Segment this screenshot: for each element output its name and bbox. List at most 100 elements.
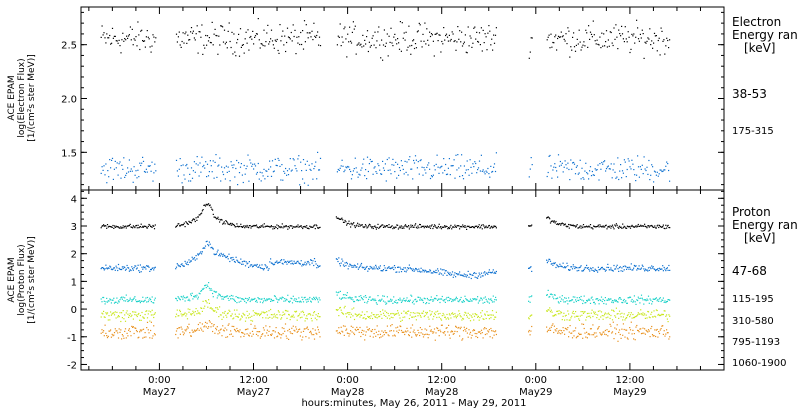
data-point <box>412 40 414 42</box>
data-point <box>146 296 149 299</box>
data-point <box>346 292 348 294</box>
data-point <box>103 267 105 270</box>
data-point <box>143 40 146 42</box>
data-point <box>399 169 401 172</box>
data-point <box>419 299 421 301</box>
data-point <box>548 329 550 331</box>
data-point <box>557 310 559 312</box>
data-point <box>558 223 560 225</box>
data-point <box>466 160 468 162</box>
data-point <box>461 175 464 177</box>
data-point <box>642 312 644 314</box>
data-point <box>318 44 320 46</box>
data-point <box>101 267 103 269</box>
data-point <box>489 299 491 301</box>
data-point <box>423 40 425 42</box>
data-point <box>238 313 240 315</box>
data-point <box>393 226 395 228</box>
data-point <box>528 57 530 59</box>
data-point <box>319 45 322 47</box>
data-point <box>584 45 586 47</box>
data-point <box>186 163 188 166</box>
data-point <box>118 328 120 330</box>
data-point <box>440 324 443 326</box>
data-point <box>616 324 618 326</box>
data-point <box>653 32 656 34</box>
data-point <box>419 271 421 273</box>
data-point <box>270 166 272 168</box>
data-point <box>644 333 646 335</box>
data-point <box>572 264 574 266</box>
data-point <box>221 166 223 168</box>
data-point <box>335 291 337 293</box>
data-point <box>481 332 483 334</box>
data-point <box>225 314 227 316</box>
data-point <box>431 299 433 301</box>
data-point <box>231 313 233 315</box>
data-point <box>575 311 577 313</box>
data-point <box>551 177 553 179</box>
data-point <box>415 47 417 49</box>
proton-legend-title-3: [keV] <box>744 231 775 245</box>
data-point <box>551 311 553 313</box>
data-point <box>643 332 645 334</box>
data-point <box>252 298 254 300</box>
data-point <box>554 314 556 316</box>
data-point <box>286 27 289 29</box>
data-point <box>196 294 198 296</box>
data-point <box>133 226 135 228</box>
data-point <box>257 162 259 165</box>
data-point <box>151 45 153 47</box>
data-point <box>232 295 234 297</box>
data-point <box>195 255 197 257</box>
data-point <box>381 317 383 319</box>
series-310-580 <box>100 282 671 305</box>
data-point <box>364 268 366 270</box>
data-point <box>413 39 415 41</box>
data-point <box>117 302 119 304</box>
data-point <box>316 297 318 299</box>
data-point <box>492 170 494 173</box>
data-point <box>403 331 405 333</box>
data-point <box>622 319 624 321</box>
data-point <box>457 274 459 276</box>
data-point <box>447 40 449 42</box>
data-point <box>629 266 631 268</box>
data-point <box>271 40 274 42</box>
data-point <box>102 34 104 36</box>
data-point <box>558 165 561 167</box>
data-point <box>139 48 141 51</box>
data-point <box>437 327 439 330</box>
data-point <box>455 49 457 51</box>
data-point <box>427 316 429 318</box>
data-point <box>285 225 287 227</box>
data-point <box>664 268 666 270</box>
data-point <box>213 290 215 292</box>
data-point <box>627 31 629 33</box>
data-point <box>208 241 210 243</box>
data-point <box>144 299 146 301</box>
data-point <box>364 39 366 41</box>
data-point <box>638 331 640 333</box>
data-point <box>633 264 635 267</box>
data-point <box>620 337 622 339</box>
data-point <box>417 225 419 227</box>
data-point <box>664 335 666 337</box>
data-point <box>270 226 272 228</box>
data-point <box>178 168 180 170</box>
data-point <box>607 226 609 228</box>
data-point <box>354 265 356 267</box>
data-point <box>598 269 600 271</box>
data-point <box>416 31 418 33</box>
data-point <box>150 321 152 323</box>
data-point <box>260 335 262 337</box>
data-point <box>200 251 202 253</box>
data-point <box>407 267 409 269</box>
data-point <box>221 25 223 27</box>
data-point <box>152 224 154 227</box>
data-point <box>150 51 152 53</box>
data-point <box>175 313 178 315</box>
data-point <box>388 224 390 226</box>
data-point <box>619 313 621 315</box>
data-point <box>631 298 633 301</box>
